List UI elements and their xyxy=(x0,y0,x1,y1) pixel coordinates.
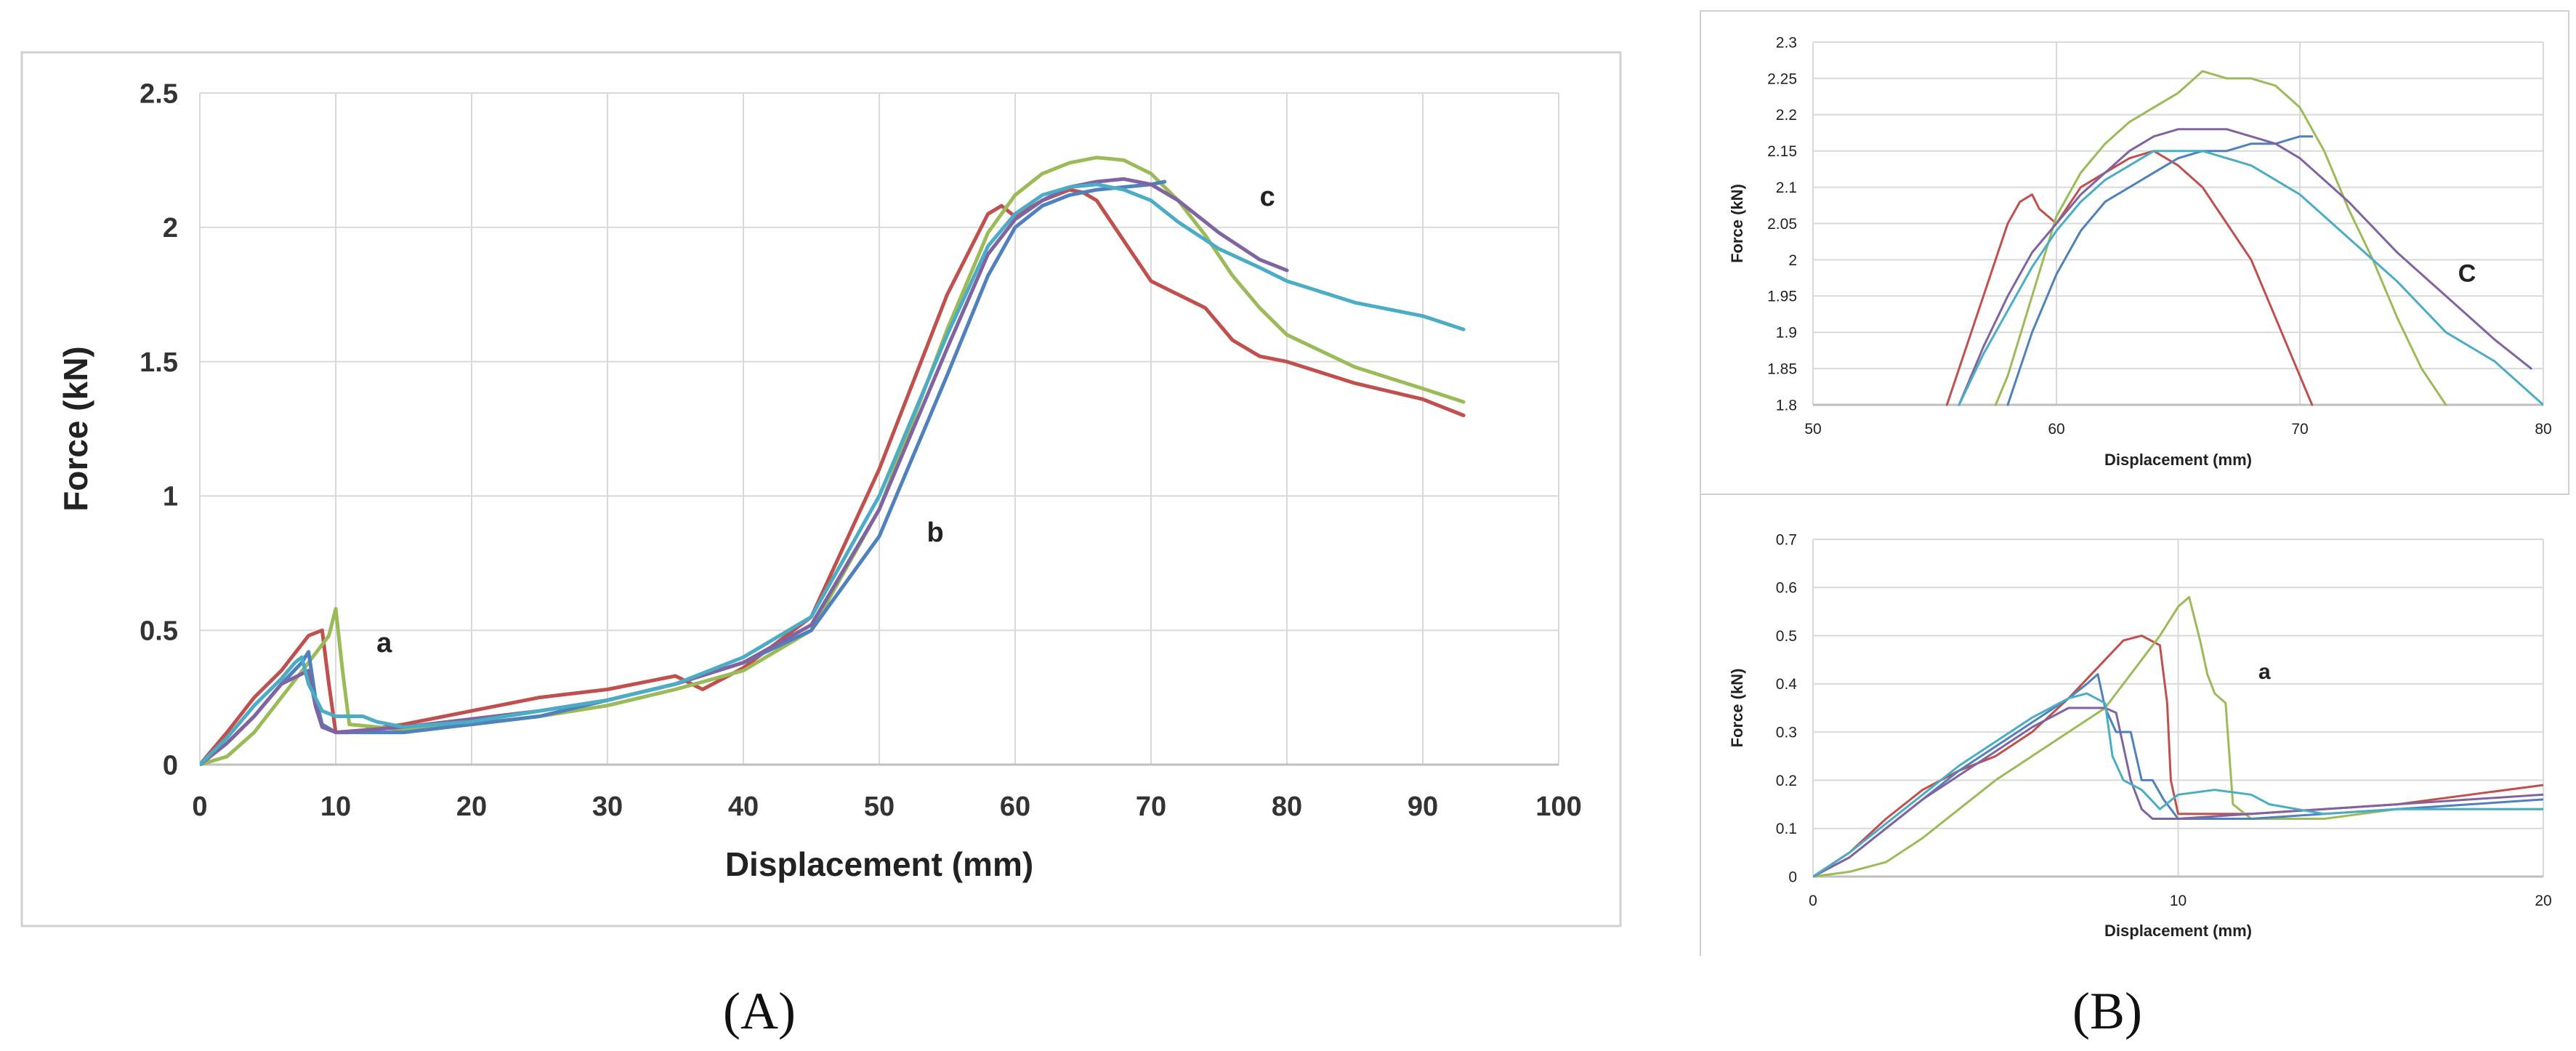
y-tick-label: 1.5 xyxy=(140,347,178,378)
annotation-label: C xyxy=(2458,259,2476,287)
x-tick-label: 70 xyxy=(1136,792,1166,822)
panel-a-frame xyxy=(20,51,1622,927)
y-tick-label: 0 xyxy=(1788,869,1797,885)
x-tick-label: 80 xyxy=(1272,792,1302,822)
annotation-label: b xyxy=(926,518,943,548)
y-tick-label: 0.7 xyxy=(1776,531,1797,548)
x-axis-title: Displacement (mm) xyxy=(2104,922,2252,940)
annotation-label: c xyxy=(1260,182,1275,212)
y-axis-title: Force (kN) xyxy=(1728,669,1746,748)
y-tick-label: 0.5 xyxy=(140,616,178,647)
y-tick-label: 1.85 xyxy=(1767,361,1797,377)
chart-panel-b-bottom: 0 10 20 0 0.1 0.2 0.3 0.4 0.5 0.6 0.7 Displacement … xyxy=(1728,531,2552,940)
series-line-purple xyxy=(1813,706,2543,878)
panel-label-b: (B) xyxy=(2072,982,2142,1040)
series-line-red xyxy=(1945,150,2314,406)
y-tick-label: 2.2 xyxy=(1776,107,1797,124)
y-tick-label: 0.5 xyxy=(1776,628,1797,645)
x-tick-label: 20 xyxy=(2535,893,2551,909)
y-tick-label: 2.05 xyxy=(1767,216,1797,233)
y-tick-label: 2.3 xyxy=(1776,34,1797,51)
y-tick-label: 1 xyxy=(163,482,178,512)
chart-panel-b-top: 50 60 70 80 1.8 1.85 1.9 1.95 2 2.05 2.1 2.15 2.2 2.2… xyxy=(1728,34,2552,469)
y-tick-label: 0.3 xyxy=(1776,724,1797,741)
annotation-label: a xyxy=(2258,660,2271,684)
x-tick-label: 0 xyxy=(192,792,207,822)
y-tick-label: 1.9 xyxy=(1776,325,1797,342)
x-tick-label: 90 xyxy=(1408,792,1438,822)
y-tick-label: 2 xyxy=(163,213,178,243)
y-tick-label: 1.8 xyxy=(1776,397,1797,414)
y-axis-title: Force (kN) xyxy=(57,346,94,511)
series-line-purple xyxy=(1958,128,2532,406)
series-line-blue xyxy=(1813,673,2543,878)
chart-panel-a: 0 10 20 30 40 50 60 70 80 90 100 0 0.5 1 1.5 2 2.5 Displa… xyxy=(57,78,1582,883)
y-tick-label: 2.1 xyxy=(1776,180,1797,196)
series-line-cyan xyxy=(1958,150,2543,406)
series-line-blue xyxy=(2006,135,2314,406)
x-tick-label: 40 xyxy=(728,792,759,822)
y-axis-title: Force (kN) xyxy=(1728,184,1746,263)
x-tick-label: 70 xyxy=(2291,421,2308,438)
x-tick-label: 60 xyxy=(1000,792,1030,822)
y-tick-label: 2 xyxy=(1788,252,1797,269)
x-axis-title: Displacement (mm) xyxy=(2104,451,2252,469)
y-tick-label: 2.25 xyxy=(1767,71,1797,87)
series-line-green xyxy=(1813,596,2543,878)
y-tick-label: 2.5 xyxy=(140,78,178,109)
y-tick-label: 0.1 xyxy=(1776,821,1797,837)
x-tick-label: 80 xyxy=(2535,421,2551,438)
series-line-cyan xyxy=(200,182,1466,766)
x-tick-label: 60 xyxy=(2048,421,2064,438)
y-tick-label: 0.6 xyxy=(1776,580,1797,597)
series-line-cyan xyxy=(1813,692,2543,878)
series-line-red xyxy=(200,188,1466,766)
x-tick-label: 10 xyxy=(320,792,351,822)
x-tick-label: 100 xyxy=(1535,792,1581,822)
y-tick-label: 1.95 xyxy=(1767,289,1797,305)
x-axis-title: Displacement (mm) xyxy=(725,845,1033,883)
x-tick-label: 10 xyxy=(2170,893,2187,909)
y-tick-label: 2.15 xyxy=(1767,143,1797,160)
y-tick-label: 0.2 xyxy=(1776,773,1797,789)
panel-label-a: (A) xyxy=(723,982,796,1040)
x-tick-label: 0 xyxy=(1809,893,1817,909)
x-tick-label: 30 xyxy=(592,792,623,822)
x-tick-label: 20 xyxy=(456,792,487,822)
y-tick-label: 0.4 xyxy=(1776,676,1798,693)
x-tick-label: 50 xyxy=(1804,421,1821,438)
annotation-label: a xyxy=(376,628,392,659)
y-tick-label: 0 xyxy=(163,750,178,781)
panel-b-top-frame xyxy=(1700,10,2569,495)
x-tick-label: 50 xyxy=(864,792,895,822)
series-line-green xyxy=(1994,70,2447,406)
